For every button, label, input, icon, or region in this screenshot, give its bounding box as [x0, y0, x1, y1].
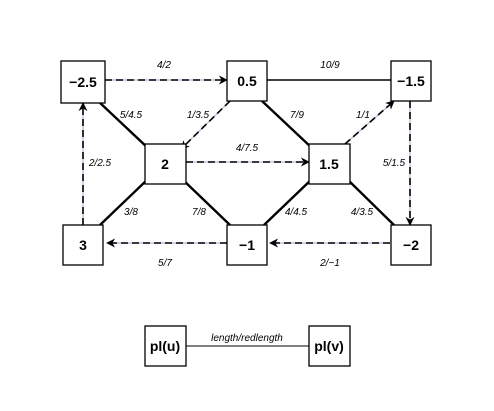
legend-edge-label: length/redlength: [211, 333, 283, 344]
edge-label: 10/9: [320, 60, 340, 71]
node-m25: −2.5: [60, 60, 106, 104]
legend-right-box: [308, 325, 351, 367]
edge-label: 2/−1: [319, 258, 340, 269]
edge-m25-to-05: 4/2: [105, 60, 228, 85]
node-15: 1.5: [308, 143, 351, 185]
edge-label: 7/9: [290, 110, 304, 121]
edge-label: 1/1: [356, 110, 370, 121]
legend-right-label: pl(v): [314, 338, 344, 354]
node-label: 1.5: [319, 156, 339, 172]
node-m1: −1: [226, 224, 268, 266]
node-m15: −1.5: [390, 60, 432, 102]
node-box: [62, 224, 104, 266]
edge-15-to-m15: 1/1: [344, 100, 395, 145]
node-label: −1.5: [397, 73, 425, 89]
node-label: 2: [161, 156, 169, 172]
edge-line: [180, 177, 231, 226]
node-box: [226, 224, 268, 266]
edge-line: [261, 100, 314, 150]
edge-line: [345, 177, 395, 226]
edge-3-to-m25: 2/2.5: [78, 102, 112, 225]
edge-label: 5/4.5: [120, 110, 143, 121]
node-label: 3: [79, 237, 87, 253]
edge-m15-to-m2: 5/1.5: [383, 101, 415, 226]
edge-line: [97, 100, 150, 150]
node-box: [144, 143, 187, 185]
edge-2-to-m1: 7/8: [180, 177, 231, 226]
edge-15-to-m1: 4/4.5: [263, 177, 314, 226]
edge-label: 4/2: [157, 60, 171, 71]
edge-label: 1/3.5: [187, 110, 210, 121]
edge-label: 4/7.5: [236, 143, 259, 154]
edge-2-to-15: 4/7.5: [186, 143, 310, 167]
node-05: 0.5: [226, 60, 268, 102]
node-2: 2: [144, 143, 187, 185]
edge-line: [263, 177, 314, 226]
edge-05-to-2: 1/3.5: [180, 100, 231, 150]
edge-05-to-m15: 10/9: [265, 60, 391, 81]
edge-2-to-3: 3/8: [99, 177, 150, 226]
node-box: [226, 60, 268, 102]
edge-m25-to-2: 5/4.5: [97, 100, 150, 150]
legend: length/redlength pl(u) pl(v): [144, 325, 351, 367]
node-box: [390, 224, 432, 266]
node-box: [390, 60, 432, 102]
node-label: 0.5: [237, 73, 257, 89]
edge-line: [99, 177, 150, 226]
edge-label: 5/1.5: [383, 158, 406, 169]
edge-m2-to-m1: 2/−1: [269, 238, 390, 269]
node-label: −2: [403, 237, 419, 253]
edge-label: 5/7: [158, 258, 172, 269]
node-box: [60, 60, 106, 104]
edges-layer: 4/2 10/9 5/4.5 1/3.5 7/9 1/1 4/7.5 2/2.: [78, 60, 415, 269]
node-box: [308, 143, 351, 185]
legend-left-label: pl(u): [150, 338, 180, 354]
edge-15-to-m2: 4/3.5: [345, 177, 395, 226]
edge-label: 4/4.5: [285, 207, 308, 218]
nodes-layer: −2.5 0.5 −1.5 2 1.5 3 −1 −2: [60, 60, 432, 266]
node-label: −2.5: [69, 74, 97, 90]
edge-m1-to-3: 5/7: [106, 238, 227, 269]
node-m2: −2: [390, 224, 432, 266]
node-3: 3: [62, 224, 104, 266]
edge-label: 2/2.5: [88, 158, 112, 169]
edge-line: [180, 100, 231, 150]
edge-05-to-15: 7/9: [261, 100, 314, 150]
edge-label: 4/3.5: [351, 207, 374, 218]
node-label: −1: [239, 237, 255, 253]
edge-label: 3/8: [124, 207, 138, 218]
legend-left-box: [144, 325, 187, 367]
edge-label: 7/8: [192, 207, 206, 218]
